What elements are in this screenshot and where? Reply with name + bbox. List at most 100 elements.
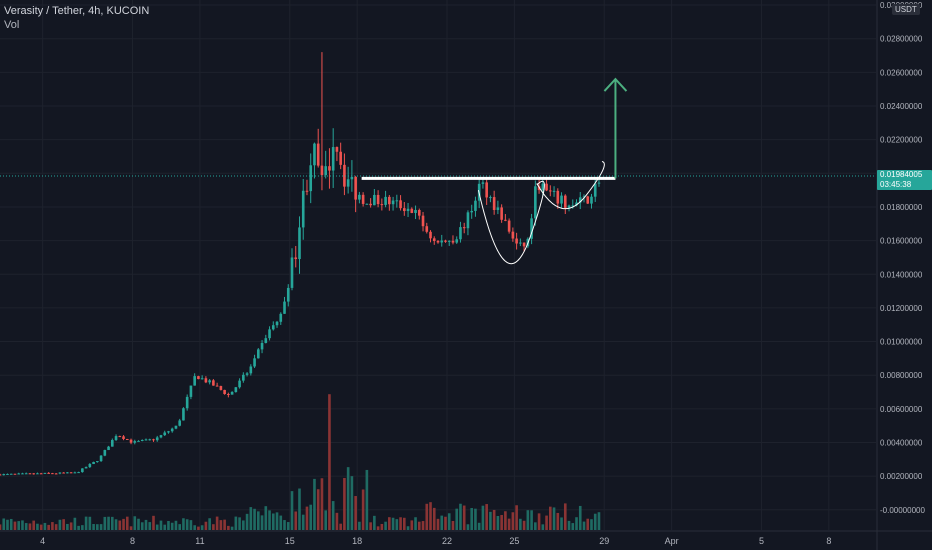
price-axis[interactable]: 0.030000000.028000000.026000000.02400000… (880, 1, 925, 515)
volume-bar (140, 522, 144, 530)
volume-bar (227, 525, 230, 530)
candle (260, 340, 264, 354)
candle (309, 153, 313, 204)
candle-body (148, 439, 152, 441)
candle-body (563, 195, 567, 208)
candle (58, 472, 62, 475)
candle (511, 227, 515, 242)
candle (436, 239, 440, 244)
volume-bar (286, 522, 290, 530)
currency-badge[interactable]: USDT (892, 4, 920, 15)
candle (43, 472, 47, 474)
candle-body (335, 147, 339, 152)
candle (24, 472, 28, 475)
volume-indicator-label[interactable]: Vol (4, 19, 20, 31)
symbol-title[interactable]: Verasity / Tether, 4h, KUCOIN (4, 5, 150, 17)
volume-bar (477, 522, 481, 530)
candle-body (212, 380, 215, 386)
candle-body (234, 387, 238, 392)
volume-bar (489, 511, 492, 530)
volume-bar (249, 507, 253, 530)
candle-body (197, 376, 200, 380)
candle (249, 364, 253, 376)
candle (62, 472, 65, 474)
candle-body (358, 194, 361, 200)
drawing-annotations[interactable] (0, 77, 876, 265)
candle (373, 189, 376, 206)
candle-body (253, 358, 256, 367)
volume-bar (548, 506, 552, 530)
candlestick-series[interactable] (0, 52, 601, 476)
volume-bar (294, 511, 298, 530)
candle (335, 146, 339, 162)
candle (51, 472, 54, 475)
volume-bar (185, 519, 189, 530)
candle-body (429, 231, 432, 239)
volume-bar (586, 518, 590, 530)
volume-bar (384, 521, 387, 530)
candle-body (545, 183, 548, 191)
price-tick-label: 0.01600000 (880, 237, 923, 246)
candle (230, 391, 234, 395)
candle (275, 320, 279, 328)
candle (361, 192, 365, 207)
handle-curve (536, 161, 605, 210)
candle (440, 234, 444, 247)
candle-body (504, 219, 507, 221)
volume-bar (230, 526, 234, 530)
candle (129, 438, 133, 445)
price-tick-label: 0.00200000 (880, 472, 923, 481)
candle-body (324, 166, 328, 176)
volume-bar (545, 515, 548, 530)
volume-bar (223, 519, 226, 530)
candle-body (73, 472, 77, 474)
candle (21, 472, 24, 475)
candle-body (51, 473, 54, 475)
candle-body (515, 238, 518, 244)
candle-body (313, 143, 316, 166)
candle-body (436, 240, 440, 243)
candle-body (174, 425, 178, 429)
candle (286, 284, 290, 307)
candle (163, 430, 167, 437)
volume-bar (133, 516, 137, 530)
time-axis[interactable]: 4 8 11 15 18 22 25 29 Apr 5 8 (40, 536, 831, 546)
volume-bar (208, 518, 211, 530)
volume-bar (200, 525, 204, 530)
candle (212, 379, 215, 386)
candle-body (185, 396, 189, 409)
candle-body (548, 190, 552, 192)
candle (133, 439, 137, 445)
candle (507, 218, 511, 234)
candle-body (492, 197, 496, 210)
volume-bar (511, 512, 515, 530)
candle-body (189, 385, 193, 397)
candle (47, 472, 50, 474)
candle-body (590, 196, 593, 204)
volume-bar (425, 503, 429, 530)
candle-body (39, 473, 43, 475)
volume-bar (530, 510, 533, 530)
volume-bar (571, 523, 575, 530)
volume-bar (485, 504, 488, 530)
volume-bar (563, 503, 567, 530)
candle (447, 240, 451, 246)
time-tick-label: 18 (352, 536, 362, 546)
candle-body (133, 441, 137, 443)
candle (271, 321, 275, 331)
volume-bar (496, 515, 500, 530)
candle-body (571, 205, 575, 207)
volume-bar (391, 517, 395, 530)
candle (155, 435, 159, 442)
volume-bar (159, 520, 163, 530)
volume-bar (28, 523, 32, 530)
volume-bar (24, 523, 28, 530)
candle-body (54, 473, 58, 475)
price-tick-label: -0.00000000 (880, 506, 925, 515)
candle-body (215, 385, 219, 387)
candle (88, 463, 92, 468)
time-tick-label: 29 (599, 536, 609, 546)
volume-bar (466, 524, 470, 530)
volume-bar (447, 513, 451, 530)
